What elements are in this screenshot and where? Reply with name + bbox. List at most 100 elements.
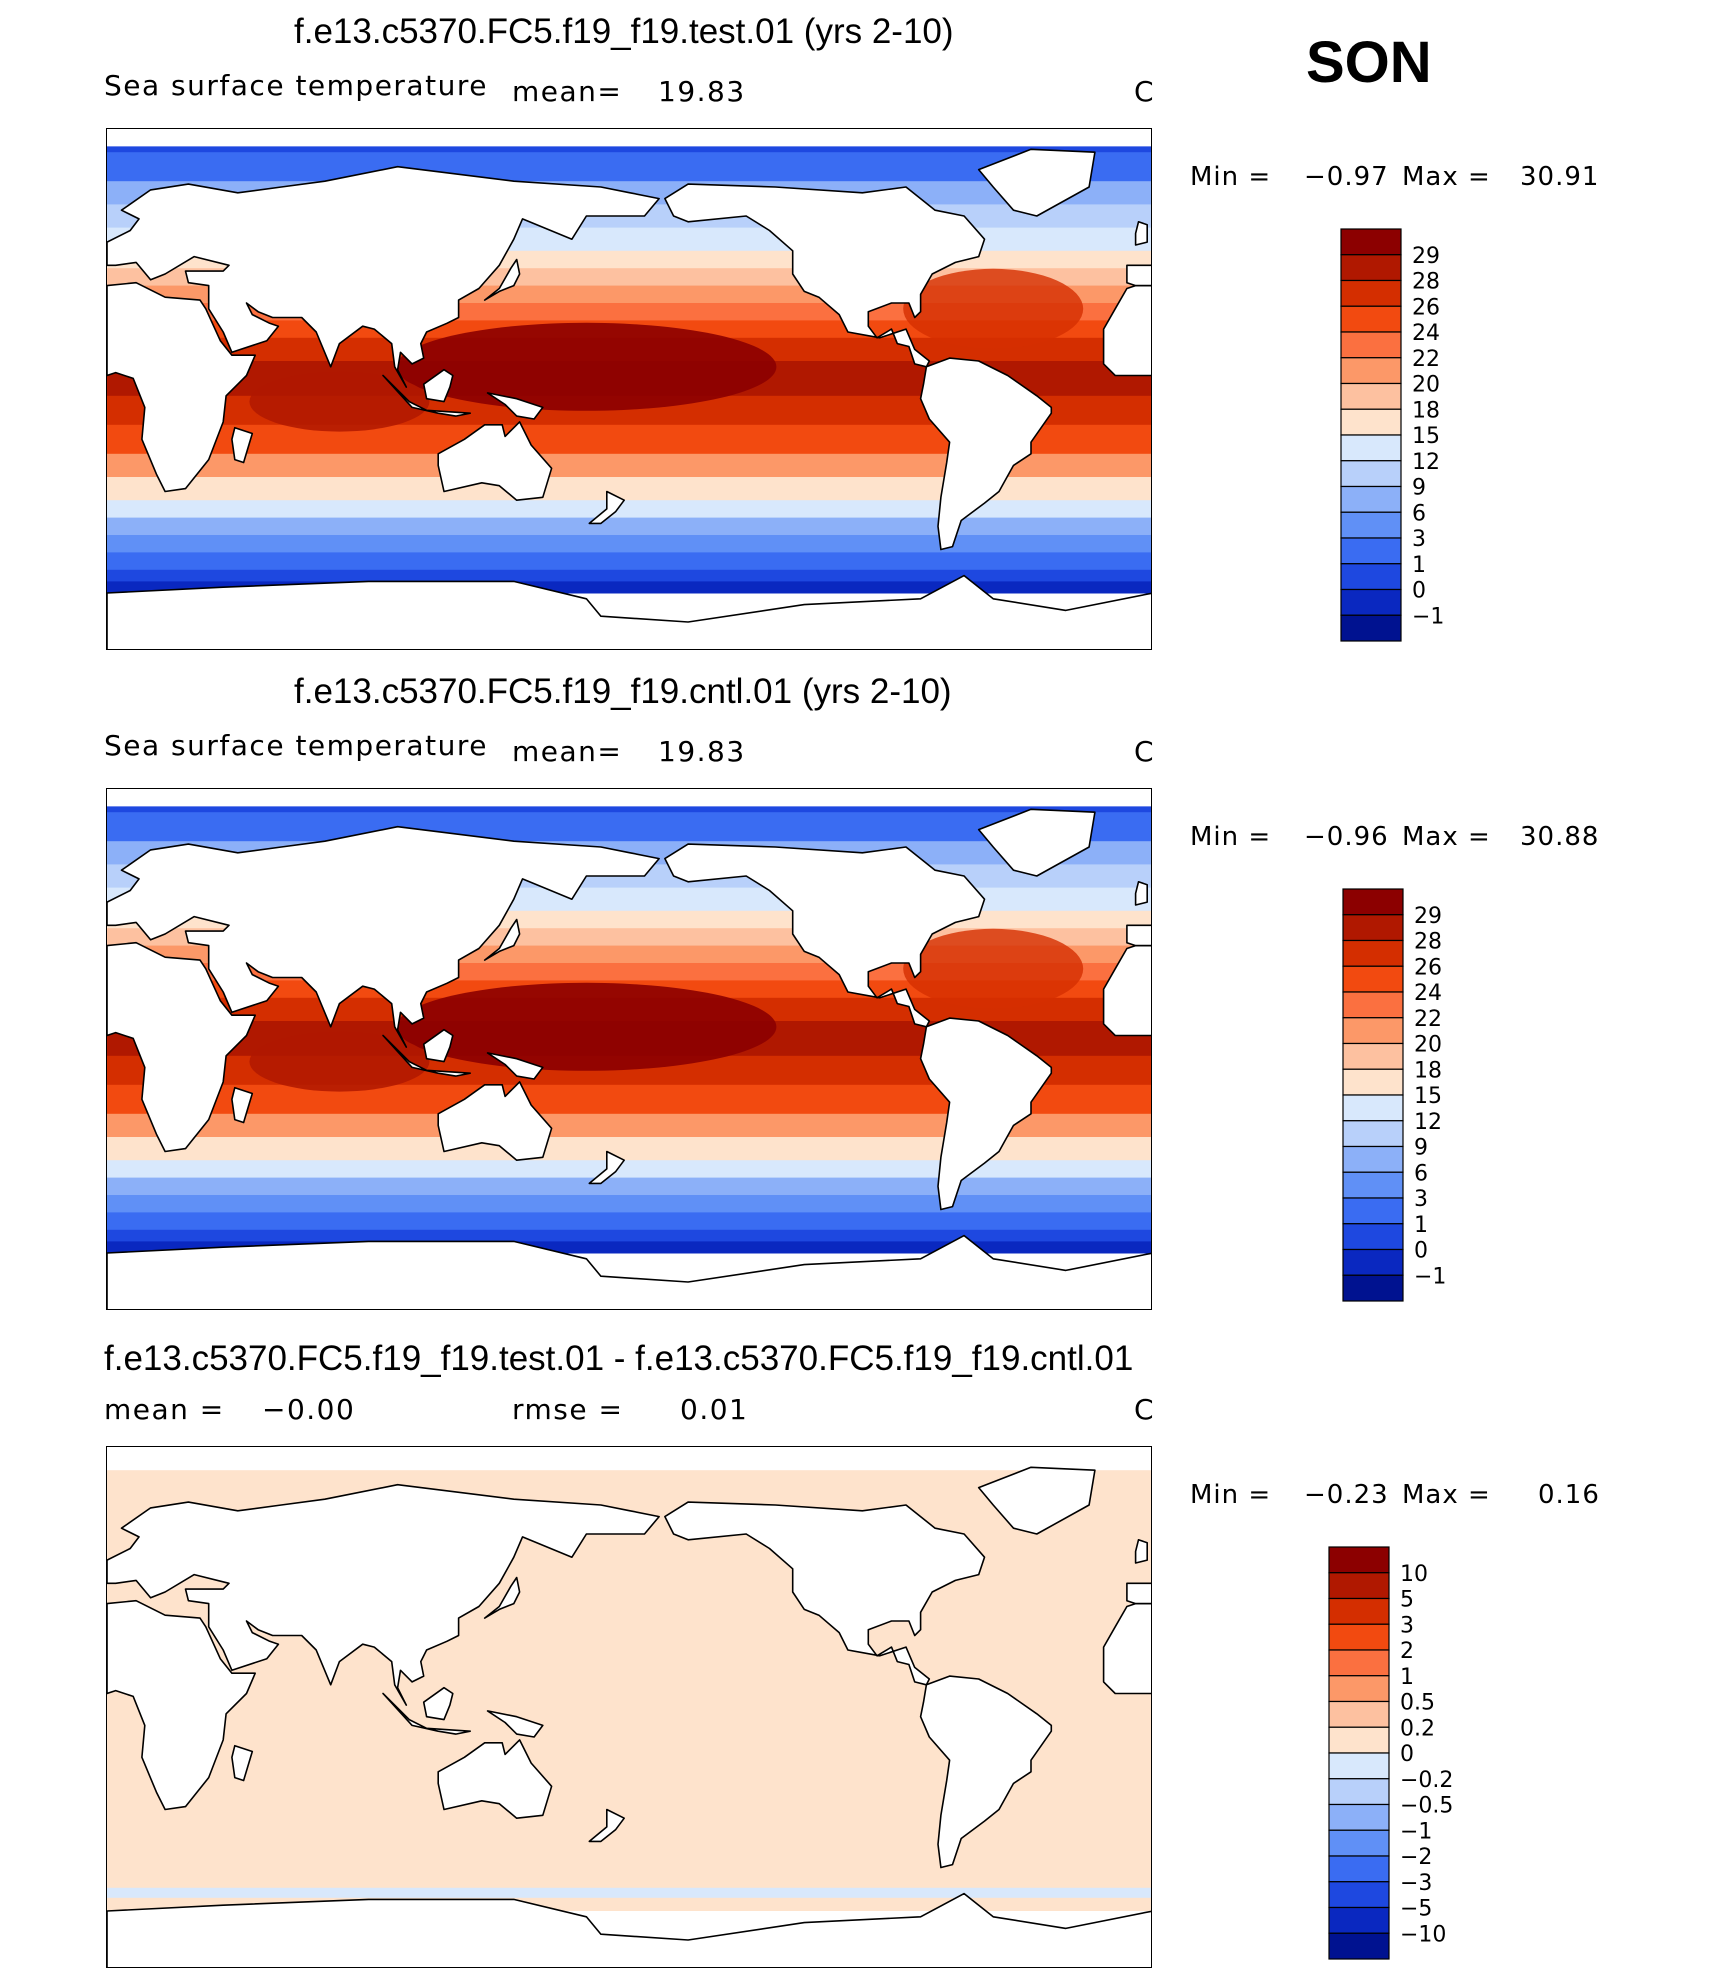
panel-1-units: C [1134, 75, 1156, 108]
continents [107, 129, 1151, 649]
coastline-eurasia_w [1126, 924, 1151, 947]
colorbar-box [1328, 1778, 1390, 1806]
sst-band [107, 500, 1151, 519]
sst-band [107, 812, 1151, 842]
coastline-arctic [107, 1447, 1151, 1465]
colorbar-tick-label: 0.2 [1400, 1716, 1435, 1741]
coastline-indonesia_s [382, 1034, 471, 1077]
colorbar-box [1340, 511, 1402, 539]
colorbar-tick-label: 29 [1414, 904, 1442, 929]
panel-1-title: f.e13.c5370.FC5.f19_f19.test.01 (yrs 2-1… [294, 12, 954, 51]
colorbar-box [1342, 1197, 1404, 1225]
colorbar-box [1328, 1752, 1390, 1780]
sst-band [107, 1195, 1151, 1213]
coastline-borneo [422, 1686, 454, 1721]
sst-band [107, 535, 1151, 553]
colorbar-box [1328, 1546, 1390, 1574]
coastline-japan [483, 1576, 521, 1619]
colorbar-box [1340, 305, 1402, 333]
sst-band [107, 1229, 1151, 1242]
sst-band [107, 517, 1151, 536]
colorbar-tick-label: 20 [1412, 373, 1440, 398]
coastline-greenland [977, 808, 1096, 877]
colorbar-tick-label: 12 [1412, 450, 1440, 475]
panel-2-title: f.e13.c5370.FC5.f19_f19.cntl.01 (yrs 2-1… [294, 672, 952, 711]
colorbar-box [1328, 1649, 1390, 1677]
colorbar-tick-label: 9 [1414, 1136, 1428, 1161]
panel-3-max-label: Max = [1402, 1480, 1491, 1510]
colorbar-tick-label: 6 [1412, 501, 1426, 526]
colorbar-box [1342, 1017, 1404, 1045]
coastline-nam [664, 183, 986, 368]
colorbar-box [1340, 537, 1402, 565]
coastline-antarctica [107, 1892, 1151, 1967]
sst-band [107, 152, 1151, 182]
colorbar-box [1328, 1597, 1390, 1625]
coastline-png [486, 1710, 544, 1738]
coastline-borneo [422, 1028, 454, 1063]
continents [107, 1447, 1151, 1967]
colorbar-box [1340, 408, 1402, 436]
colorbar-tick-label: 15 [1414, 1084, 1442, 1109]
colorbar-tick-label: 0 [1414, 1239, 1428, 1264]
coastline-madagascar [231, 426, 254, 464]
panel-2-min-value: −0.96 [1304, 822, 1389, 852]
continents [107, 789, 1151, 1309]
coastline-australia [437, 421, 553, 501]
colorbar-tick-label: 20 [1414, 1033, 1442, 1058]
coastline-greenland [977, 148, 1096, 217]
colorbar-tick-label: 3 [1414, 1187, 1428, 1212]
colorbar-tick-label: 5 [1400, 1588, 1414, 1613]
coastline-japan [483, 258, 521, 301]
colorbar-tick-label: 24 [1414, 981, 1442, 1006]
panel-3-colorbar: 10 5 3 2 1 0.5 0.2 0 −0.2 −0.5 −1 −2 −3 −5 −10 [1328, 1546, 1528, 1967]
coastline-arctic [107, 789, 1151, 807]
panel-1-min-label: Min = [1190, 162, 1272, 192]
coastline-indonesia_s [382, 374, 471, 417]
colorbar-box [1342, 1248, 1404, 1276]
sst-band [107, 1113, 1151, 1138]
coastline-antarctica [107, 1234, 1151, 1309]
colorbar-box [1328, 1881, 1390, 1909]
colorbar-box [1328, 1803, 1390, 1831]
panel-3-title: f.e13.c5370.FC5.f19_f19.test.01 - f.e13.… [104, 1339, 1134, 1378]
sst-band [107, 1160, 1151, 1179]
colorbar-tick-label: 29 [1412, 244, 1440, 269]
coastline-eurasia_w [1126, 1582, 1151, 1605]
colorbar-box [1340, 382, 1402, 410]
colorbar-box [1342, 914, 1404, 942]
colorbar-box [1342, 1171, 1404, 1199]
coastline-eurasia [107, 825, 660, 1048]
warm-pool [396, 322, 777, 411]
coastline-sam [919, 1675, 1053, 1869]
colorbar-tick-label: −1 [1414, 1264, 1446, 1289]
colorbar-tick-label: 15 [1412, 424, 1440, 449]
colorbar-box [1340, 228, 1402, 256]
panel-3-min-label: Min = [1190, 1480, 1272, 1510]
warm-pool [903, 928, 1084, 1009]
coastline-eurasia [107, 165, 660, 388]
sst-band [107, 1177, 1151, 1196]
colorbar-tick-label: 28 [1414, 930, 1442, 955]
coastline-nz [588, 490, 625, 525]
coastline-sam [919, 1017, 1053, 1211]
colorbar-box [1328, 1700, 1390, 1728]
colorbar-tick-label: −5 [1400, 1897, 1432, 1922]
panel-2-colorbar: 29 28 26 24 22 20 18 15 12 9 6 3 1 0 −1 [1342, 888, 1522, 1309]
colorbar-box [1340, 588, 1402, 616]
warm-pool [396, 982, 777, 1071]
coastline-greenland [977, 1466, 1096, 1535]
colorbar-tick-label: 3 [1412, 527, 1426, 552]
panel-1-mean-label: mean= [512, 75, 623, 108]
colorbar-box [1328, 1855, 1390, 1883]
sst-band [107, 1137, 1151, 1161]
coastline-australia [437, 1081, 553, 1161]
colorbar-box [1340, 279, 1402, 307]
colorbar-box [1340, 563, 1402, 591]
warm-pool [903, 268, 1084, 349]
coastline-png [486, 1052, 544, 1080]
colorbar-box [1342, 888, 1404, 916]
colorbar-tick-label: 1 [1412, 553, 1426, 578]
